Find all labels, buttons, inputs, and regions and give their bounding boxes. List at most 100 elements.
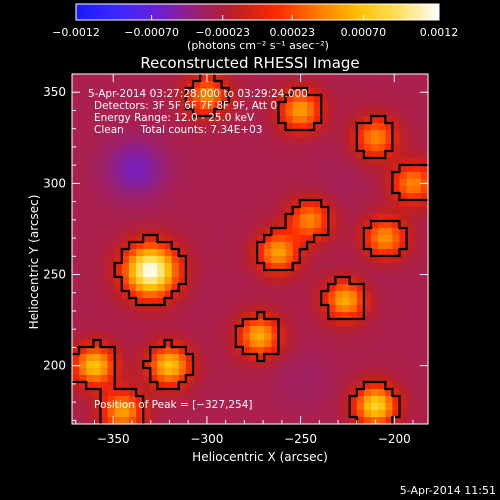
heatmap-cell — [164, 326, 173, 334]
heatmap-cell — [314, 347, 322, 355]
heatmap-cell — [150, 305, 159, 313]
heatmap-cell — [264, 410, 272, 418]
heatmap-cell — [207, 88, 215, 96]
heatmap-cell — [385, 214, 393, 222]
heatmap-cell — [271, 151, 280, 159]
heatmap-cell — [371, 375, 379, 383]
heatmap-cell — [228, 109, 237, 117]
heatmap-cell — [299, 319, 308, 327]
heatmap-cell — [242, 368, 251, 376]
heatmap-cell — [328, 263, 337, 271]
heatmap-cell — [257, 256, 265, 264]
heatmap-cell — [399, 74, 408, 82]
heatmap-cell — [228, 186, 237, 194]
heatmap-cell — [157, 298, 166, 306]
heatmap-cell — [86, 347, 94, 355]
heatmap-cell — [278, 186, 287, 194]
heatmap-cell — [278, 361, 287, 369]
heatmap-cell — [193, 95, 201, 103]
heatmap-cell — [193, 382, 201, 390]
heatmap-cell — [157, 270, 166, 278]
heatmap-cell — [378, 144, 386, 152]
heatmap-cell — [93, 277, 102, 285]
heatmap-cell — [242, 242, 251, 250]
heatmap-cell — [378, 312, 386, 320]
heatmap-cell — [100, 221, 109, 229]
heatmap-cell — [278, 228, 287, 236]
heatmap-cell — [392, 200, 401, 208]
heatmap-cell — [285, 137, 294, 145]
heatmap-cell — [136, 74, 144, 82]
heatmap-cell — [121, 396, 130, 404]
heatmap-cell — [271, 221, 280, 229]
heatmap-cell — [214, 347, 223, 355]
heatmap-cell — [399, 186, 408, 194]
heatmap-cell — [242, 221, 251, 229]
heatmap-cell — [413, 326, 422, 334]
heatmap-cell — [420, 207, 429, 215]
heatmap-cell — [114, 403, 123, 411]
heatmap-cell — [299, 305, 308, 313]
heatmap-cell — [214, 340, 223, 348]
heatmap-cell — [143, 130, 151, 138]
heatmap-cell — [356, 228, 365, 236]
heatmap-cell — [285, 158, 294, 166]
heatmap-cell — [164, 270, 173, 278]
heatmap-cell — [392, 368, 401, 376]
heatmap-cell — [164, 319, 173, 327]
heatmap-cell — [157, 179, 166, 187]
heatmap-cell — [356, 270, 365, 278]
heatmap-cell — [371, 102, 379, 110]
heatmap-cell — [250, 179, 258, 187]
heatmap-cell — [86, 375, 94, 383]
heatmap-cell — [100, 319, 109, 327]
heatmap-cell — [193, 88, 201, 96]
heatmap-cell — [207, 158, 215, 166]
heatmap-cell — [107, 130, 116, 138]
heatmap-cell — [228, 123, 237, 131]
heatmap-cell — [207, 389, 215, 397]
heatmap-cell — [271, 172, 280, 180]
heatmap-cell — [363, 179, 372, 187]
heatmap-cell — [100, 410, 109, 418]
heatmap-cell — [257, 221, 265, 229]
heatmap-cell — [242, 291, 251, 299]
heatmap-cell — [264, 193, 272, 201]
heatmap-cell — [250, 116, 258, 124]
heatmap-cell — [150, 172, 159, 180]
heatmap-cell — [242, 130, 251, 138]
heatmap-cell — [114, 144, 123, 152]
heatmap-cell — [86, 200, 94, 208]
heatmap-cell — [100, 144, 109, 152]
heatmap-cell — [314, 277, 322, 285]
heatmap-cell — [413, 291, 422, 299]
heatmap-cell — [371, 319, 379, 327]
heatmap-cell — [242, 263, 251, 271]
heatmap-cell — [257, 277, 265, 285]
heatmap-cell — [143, 144, 151, 152]
heatmap-cell — [271, 102, 280, 110]
heatmap-cell — [143, 193, 151, 201]
heatmap-cell — [178, 368, 187, 376]
heatmap-cell — [93, 340, 102, 348]
heatmap-cell — [413, 277, 422, 285]
heatmap-cell — [128, 298, 137, 306]
zero-contour — [70, 72, 430, 426]
heatmap-cell — [250, 340, 258, 348]
heatmap-cell — [321, 389, 329, 397]
heatmap-cell — [392, 207, 401, 215]
heatmap-cell — [378, 123, 386, 131]
heatmap-cell — [121, 235, 130, 243]
heatmap-cell — [150, 270, 159, 278]
heatmap-cell — [107, 361, 116, 369]
heatmap-cell — [420, 354, 429, 362]
heatmap-cell — [335, 340, 344, 348]
heatmap-cell — [299, 88, 308, 96]
heatmap-cell — [271, 326, 280, 334]
heatmap-cell — [93, 354, 102, 362]
heatmap-cell — [221, 396, 230, 404]
heatmap-cell — [114, 347, 123, 355]
heatmap-cell — [164, 158, 173, 166]
heatmap-cell — [235, 312, 244, 320]
y-tick-label: 250 — [43, 268, 66, 282]
